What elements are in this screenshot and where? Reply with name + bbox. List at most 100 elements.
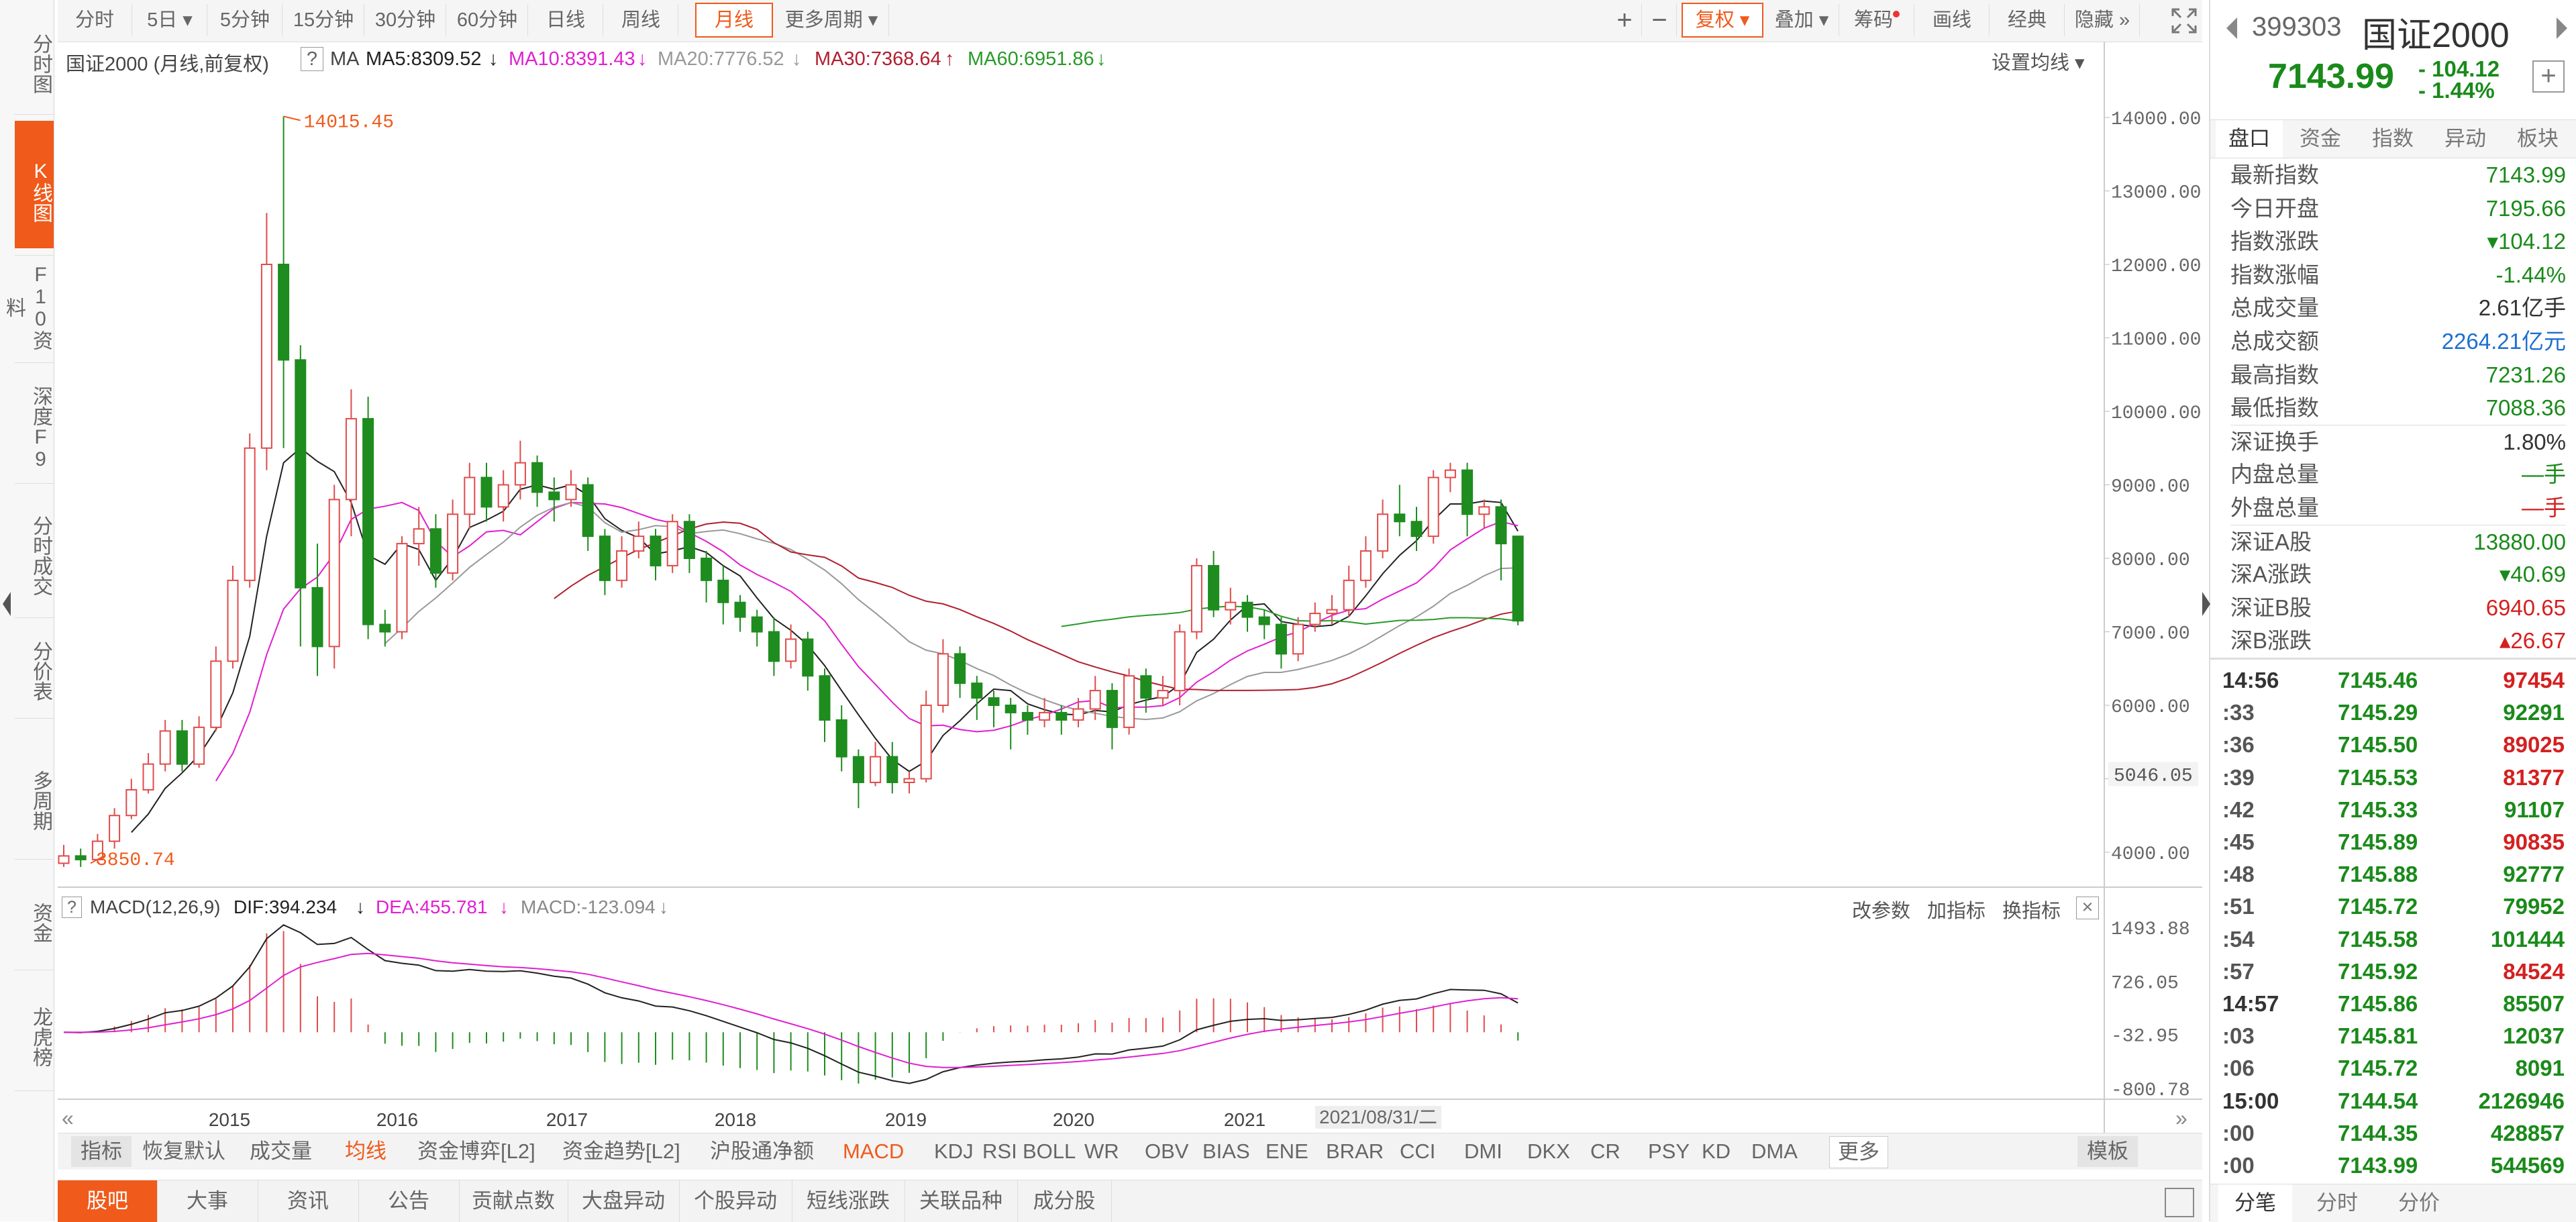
indicator-tab-20[interactable]: PSY: [1648, 1139, 1690, 1163]
bottom-tab-1[interactable]: 大事: [157, 1180, 258, 1222]
macd-close-icon[interactable]: ×: [2076, 897, 2099, 919]
classic-button[interactable]: 经典: [1990, 4, 2065, 36]
indicator-tab-1[interactable]: 恢复默认: [142, 1139, 225, 1163]
macd-edit-params-link[interactable]: 改参数: [1852, 901, 1911, 922]
expand-panel-icon[interactable]: [2165, 1188, 2194, 1217]
left-nav-item-3[interactable]: 深度F9: [30, 385, 52, 470]
prev-stock-icon[interactable]: [2224, 15, 2240, 42]
help-icon[interactable]: ?: [301, 47, 323, 71]
ma10-line: [215, 501, 1518, 782]
bottom-tab-4[interactable]: 贡献点数: [459, 1180, 568, 1222]
fullscreen-icon[interactable]: [2171, 8, 2197, 34]
macd-y-tick-label: 1493.88: [2111, 919, 2190, 940]
indicator-tab-17[interactable]: DMI: [1464, 1139, 1502, 1163]
macd-add-indicator-link[interactable]: 加指标: [1927, 901, 1986, 922]
indicator-tab-18[interactable]: DKX: [1527, 1139, 1570, 1163]
period-tab-fenshi[interactable]: 分时: [58, 4, 132, 36]
macd-switch-indicator-link[interactable]: 换指标: [2002, 901, 2061, 922]
indicator-tab-9[interactable]: RSI: [982, 1139, 1017, 1163]
bottom-tab-5[interactable]: 大盘异动: [568, 1180, 680, 1222]
indicator-tab-23[interactable]: 更多: [1829, 1136, 1888, 1168]
period-tab-daily[interactable]: 日线: [529, 4, 603, 36]
macd-help-icon[interactable]: ?: [62, 897, 82, 918]
tab-fenshi[interactable]: 分时: [2316, 1191, 2358, 1215]
period-tab-more[interactable]: 更多周期 ▾: [774, 4, 889, 36]
indicator-tab-21[interactable]: KD: [1702, 1139, 1731, 1163]
indicator-tab-15[interactable]: BRAR: [1326, 1139, 1384, 1163]
bottom-tab-9[interactable]: 成分股: [1017, 1180, 1112, 1222]
indicator-tab-3[interactable]: 均线: [345, 1139, 387, 1163]
collapse-right-icon[interactable]: [2201, 584, 2212, 624]
bottom-tab-6[interactable]: 个股异动: [679, 1180, 792, 1222]
overlay-dropdown[interactable]: 叠加 ▾: [1765, 4, 1839, 36]
draw-line-button[interactable]: 画线: [1915, 4, 1990, 36]
bottom-tab-7[interactable]: 短线涨跌: [792, 1180, 905, 1222]
indicator-tab-5[interactable]: 资金趋势[L2]: [562, 1139, 680, 1163]
indicator-tab-11[interactable]: WR: [1084, 1139, 1119, 1163]
add-watchlist-icon[interactable]: +: [2532, 60, 2565, 93]
next-stock-icon[interactable]: [2554, 15, 2570, 42]
indicator-tab-22[interactable]: DMA: [1751, 1139, 1798, 1163]
left-nav-item-4[interactable]: 分时成交: [30, 515, 52, 596]
tick-price: 7145.89: [2338, 829, 2418, 854]
left-nav-item-0[interactable]: 分时图: [30, 34, 52, 94]
tab-index[interactable]: 指数: [2372, 127, 2414, 150]
tick-tabs: 分笔 分时 分价: [2210, 1184, 2576, 1222]
period-tab-weekly[interactable]: 周线: [604, 4, 678, 36]
indicator-tab-6[interactable]: 沪股通净额: [710, 1139, 814, 1163]
indicator-tab-2[interactable]: 成交量: [250, 1139, 312, 1163]
indicator-tab-10[interactable]: BOLL: [1023, 1139, 1076, 1163]
tab-sector[interactable]: 板块: [2517, 127, 2559, 150]
indicator-tab-13[interactable]: BIAS: [1202, 1139, 1250, 1163]
zoom-in-icon[interactable]: +: [1608, 4, 1642, 36]
indicator-tab-0[interactable]: 指标: [71, 1136, 132, 1167]
indicator-tab-16[interactable]: CCI: [1400, 1139, 1436, 1163]
candle-body: [954, 653, 966, 684]
ma-settings-dropdown[interactable]: 设置均线 ▾: [1992, 52, 2085, 74]
stat-value: 2.61亿手: [2478, 295, 2566, 321]
left-nav-item-2[interactable]: F10资料: [3, 264, 52, 350]
period-tab-monthly[interactable]: 月线: [695, 3, 773, 38]
bottom-tab-8[interactable]: 关联品种: [905, 1180, 1018, 1222]
indicator-tab-24[interactable]: 模板: [2077, 1136, 2138, 1167]
indicator-tab-8[interactable]: KDJ: [934, 1139, 974, 1163]
fuquan-dropdown[interactable]: 复权 ▾: [1682, 3, 1763, 38]
period-tab-5min[interactable]: 5分钟: [208, 4, 282, 36]
tab-fenbi[interactable]: 分笔: [2218, 1184, 2292, 1222]
bottom-tab-2[interactable]: 资讯: [258, 1180, 359, 1222]
hide-button[interactable]: 隐藏 »: [2065, 4, 2140, 36]
indicator-tab-12[interactable]: OBV: [1145, 1139, 1189, 1163]
ma5-value: MA5:8309.52: [366, 48, 482, 70]
indicator-tab-19[interactable]: CR: [1590, 1139, 1620, 1163]
candle-body: [1106, 690, 1118, 728]
indicator-tab-4[interactable]: 资金博弈[L2]: [417, 1139, 535, 1163]
indicator-tab-7[interactable]: MACD: [843, 1139, 905, 1163]
left-nav-item-6[interactable]: 多周期: [30, 770, 52, 831]
tab-fenjia[interactable]: 分价: [2398, 1191, 2440, 1215]
zoom-out-icon[interactable]: −: [1643, 4, 1677, 36]
indicator-tab-14[interactable]: ENE: [1266, 1139, 1308, 1163]
tab-movement[interactable]: 异动: [2444, 127, 2486, 150]
period-tab-15min[interactable]: 15分钟: [283, 4, 364, 36]
chip-distribution-button[interactable]: 筹码: [1840, 4, 1914, 36]
stat-label: 今日开盘: [2230, 195, 2319, 221]
left-nav-item-5[interactable]: 分价表: [30, 641, 52, 701]
candle-body: [903, 778, 915, 783]
left-nav-item-8[interactable]: 龙虎榜: [30, 1007, 52, 1067]
stat-row: 最低指数 7088.36: [2230, 391, 2566, 424]
period-tab-60min[interactable]: 60分钟: [447, 4, 528, 36]
period-tab-30min[interactable]: 30分钟: [365, 4, 446, 36]
tick-volume: 92777: [2503, 862, 2565, 887]
bottom-tab-3[interactable]: 公告: [358, 1180, 460, 1222]
scroll-right-icon[interactable]: »: [2175, 1106, 2187, 1130]
tab-pankou[interactable]: 盘口: [2216, 120, 2283, 158]
tick-volume: 2126946: [2478, 1088, 2565, 1113]
tab-funds[interactable]: 资金: [2300, 127, 2341, 150]
scroll-left-icon[interactable]: «: [62, 1106, 74, 1130]
bottom-tab-0[interactable]: 股吧: [58, 1180, 158, 1222]
period-tab-5day[interactable]: 5日 ▾: [133, 4, 207, 36]
left-nav-item-1[interactable]: K线图: [15, 121, 54, 248]
left-nav-item-7[interactable]: 资金: [30, 903, 52, 943]
collapse-left-icon[interactable]: [0, 584, 13, 624]
kline-chart[interactable]: 14000.00 13000.00 12000.00 11000.00 10000.00…: [0, 0, 2208, 1134]
